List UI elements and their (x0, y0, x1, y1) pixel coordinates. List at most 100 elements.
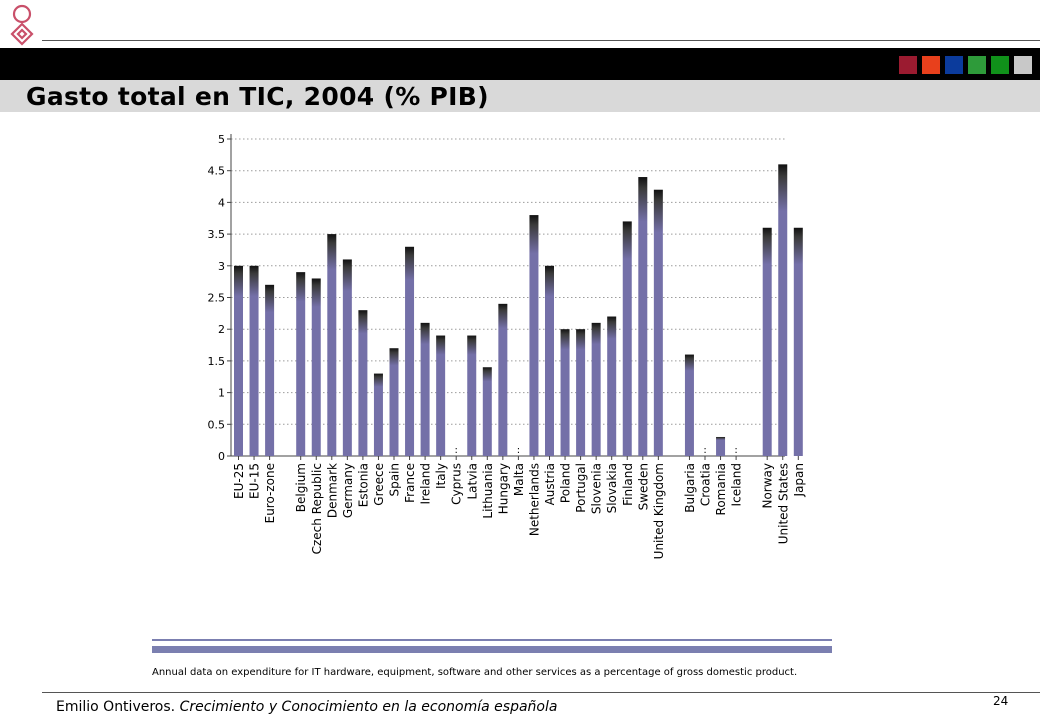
x-tick-label: Iceland (730, 463, 744, 506)
bar (436, 335, 446, 456)
x-tick-label: Spain (388, 463, 402, 497)
bar (684, 354, 694, 456)
x-tick-label: France (403, 463, 417, 503)
header-band (0, 48, 1040, 80)
bar (622, 221, 632, 456)
bar (234, 265, 243, 456)
y-tick-label: 4 (218, 196, 225, 209)
color-square (968, 56, 986, 74)
bar (545, 265, 554, 456)
bar (311, 278, 321, 456)
y-tick-label: 2 (218, 323, 225, 336)
x-tick-label: EU-25 (232, 463, 246, 499)
x-tick-label: Slovenia (590, 463, 604, 514)
y-tick-label: 2.5 (208, 292, 226, 305)
x-tick-label: Latvia (465, 463, 479, 500)
bar (498, 303, 508, 456)
y-tick-label: 3.5 (208, 228, 226, 241)
x-tick-label: Sweden (636, 463, 650, 510)
footer-rule (42, 692, 1040, 693)
bar (591, 322, 601, 456)
page-title: Gasto total en TIC, 2004 (% PIB) (26, 82, 489, 111)
x-tick-label: Greece (372, 463, 386, 506)
x-tick-label: United Kingdom (652, 463, 666, 559)
bar (716, 436, 726, 456)
x-tick-label: United States (776, 463, 790, 544)
bar (793, 227, 803, 456)
x-tick-label: Bulgaria (683, 463, 697, 513)
y-tick-label: 0 (218, 450, 225, 463)
y-tick-label: 4.5 (208, 165, 226, 178)
x-tick-label: Japan (792, 463, 806, 497)
x-tick-label: Netherlands (527, 463, 541, 536)
header-rule (42, 40, 1040, 41)
bar (405, 246, 415, 456)
y-tick-label: 3 (218, 260, 225, 273)
x-tick-label: Poland (559, 463, 573, 503)
footer-author: Emilio Ontiveros. (56, 699, 176, 715)
x-tick-label: Austria (543, 463, 557, 505)
bar (265, 284, 275, 456)
missing-marker: : (455, 445, 458, 456)
x-tick-label: Czech Republic (310, 463, 324, 554)
page-number: 24 (993, 694, 1009, 708)
bar (560, 329, 570, 456)
x-tick-label: Malta (512, 463, 526, 496)
x-tick-label: EU-15 (248, 463, 262, 499)
x-tick-label: Cyprus (450, 463, 464, 505)
bar (389, 348, 399, 456)
bar (358, 310, 368, 456)
bar (778, 164, 788, 457)
x-tick-label: Belgium (294, 463, 308, 512)
x-tick-label: Denmark (325, 463, 339, 518)
bar (249, 265, 259, 456)
x-tick-label: Lithuania (481, 463, 495, 519)
bar (762, 227, 772, 456)
footer-work: Crecimiento y Conocimiento en la economí… (179, 699, 558, 715)
color-square (899, 56, 917, 74)
bar (638, 177, 648, 457)
color-square (922, 56, 940, 74)
color-square (991, 56, 1009, 74)
bar (342, 259, 352, 456)
bar (576, 329, 586, 456)
bar (607, 316, 617, 456)
x-tick-label: Ireland (419, 463, 433, 505)
y-tick-label: 1.5 (208, 355, 226, 368)
y-tick-label: 1 (218, 387, 225, 400)
bar (529, 215, 539, 456)
bar (653, 189, 663, 456)
missing-marker: : (703, 445, 706, 456)
caption-rule-thick (152, 646, 832, 653)
bar (296, 272, 306, 456)
color-square (945, 56, 963, 74)
x-tick-label: Euro-zone (263, 463, 277, 523)
x-tick-label: Finland (621, 463, 635, 506)
x-tick-label: Germany (341, 463, 355, 518)
title-band (0, 80, 1040, 112)
x-tick-label: Estonia (356, 463, 370, 507)
x-tick-label: Norway (761, 463, 775, 509)
x-tick-label: Italy (434, 463, 448, 489)
x-tick-label: Hungary (496, 463, 510, 514)
x-tick-label: Portugal (574, 463, 588, 513)
missing-marker: : (734, 445, 737, 456)
footer-text: Emilio Ontiveros. Crecimiento y Conocimi… (56, 699, 557, 715)
color-squares (899, 56, 1032, 74)
bar (373, 373, 383, 456)
chart-caption: Annual data on expenditure for IT hardwa… (152, 667, 798, 678)
y-tick-label: 5 (218, 133, 225, 146)
missing-marker: : (517, 445, 520, 456)
bar (327, 234, 337, 456)
logo-icon (10, 4, 34, 46)
bar (420, 322, 430, 456)
y-tick-label: 0.5 (208, 418, 226, 431)
color-square (1014, 56, 1032, 74)
x-tick-label: Slovakia (605, 463, 619, 513)
caption-rule-thin (152, 639, 832, 641)
bar (467, 335, 477, 456)
x-tick-label: Romania (714, 463, 728, 515)
bar (482, 367, 492, 456)
x-tick-label: Croatia (699, 463, 713, 506)
